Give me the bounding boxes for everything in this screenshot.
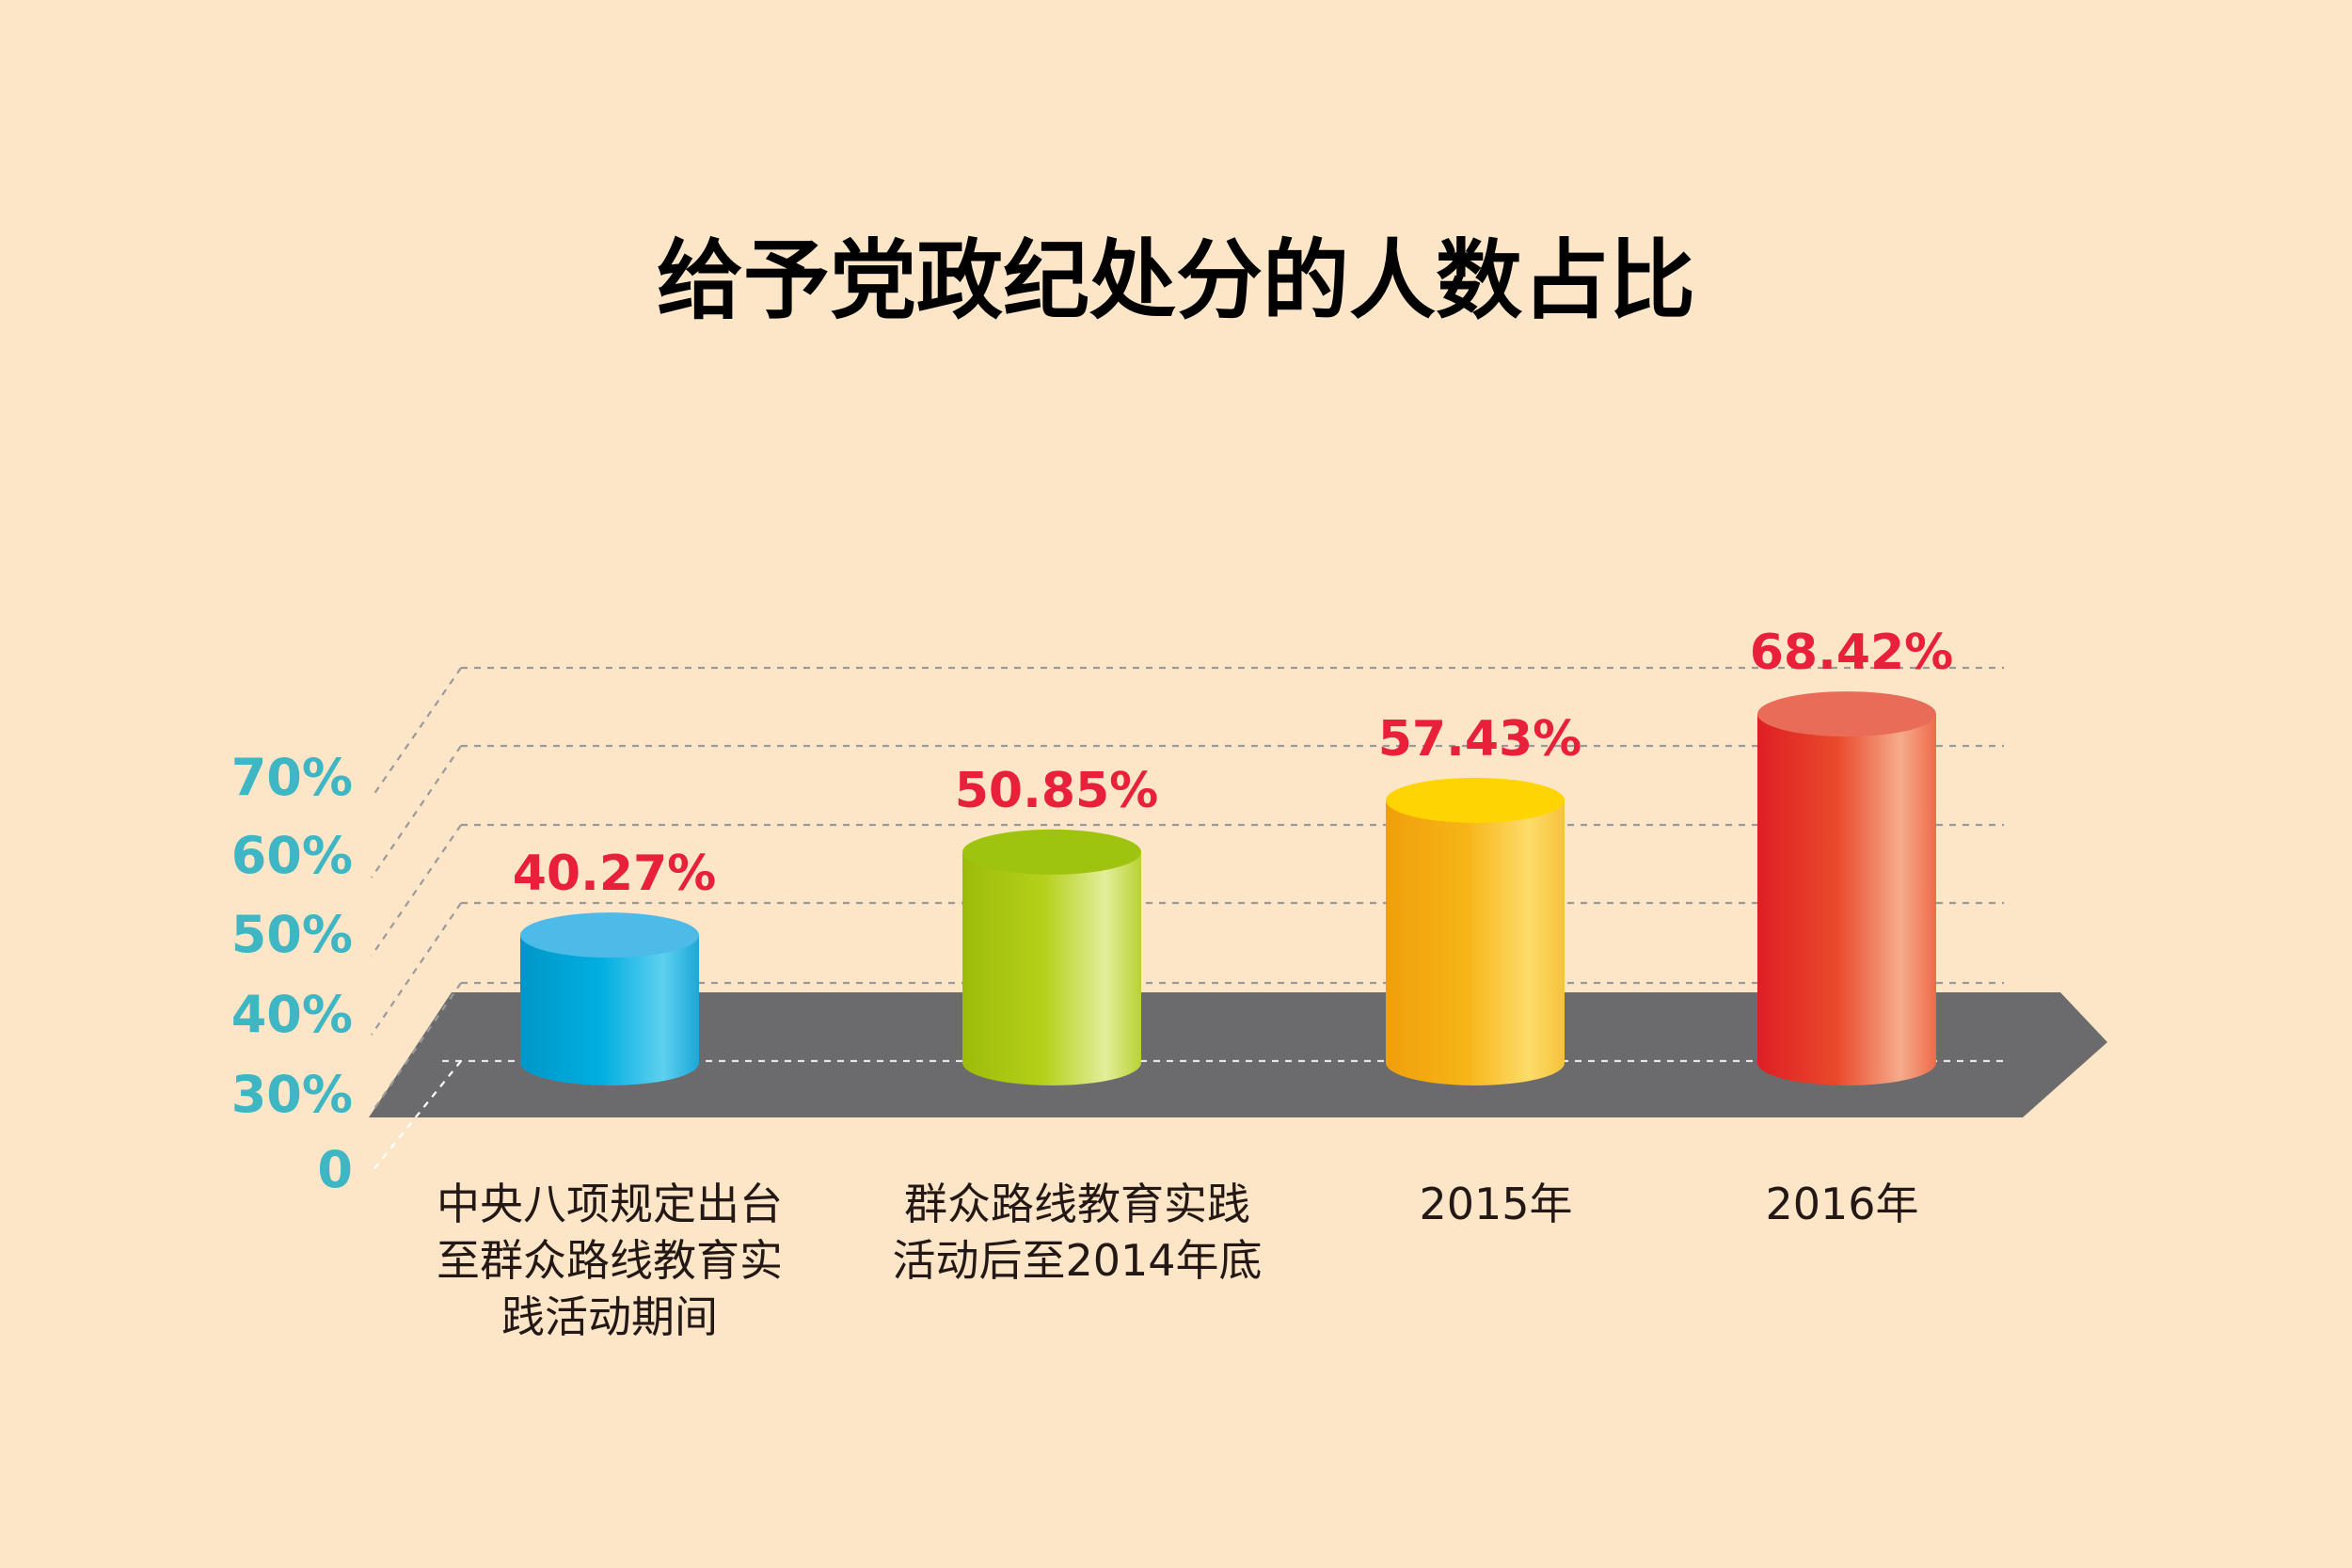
gridline-diagonal: [371, 667, 462, 799]
platform-base: [369, 992, 2107, 1117]
bar-top: [1757, 691, 1936, 737]
bar-top: [962, 829, 1141, 875]
y-tick-label: 0: [317, 1140, 353, 1199]
bar-body: [1386, 800, 1565, 1085]
gridline-diagonal: [371, 902, 462, 1036]
y-tick-label: 30%: [231, 1065, 353, 1124]
bar: [520, 912, 699, 1085]
gridline-diagonal: [371, 824, 462, 957]
category-label: 2015年: [1419, 1179, 1573, 1229]
category-label: 2016年: [1765, 1179, 1919, 1229]
bar-body: [520, 935, 699, 1085]
platform-layer: [369, 992, 2107, 1117]
y-tick-label: 60%: [231, 826, 353, 885]
value-label: 57.43%: [1378, 711, 1582, 768]
category-label: 群众路线教育实践 活动后至2014年底: [892, 1179, 1263, 1286]
bar: [1757, 691, 1936, 1085]
bar-top: [1386, 777, 1565, 823]
value-labels: 40.27% 50.85% 57.43% 68.42%: [513, 625, 1954, 902]
bar: [1386, 777, 1565, 1085]
gridline-diagonal: [371, 745, 462, 879]
value-label: 50.85%: [955, 763, 1159, 819]
grid-layer: [371, 666, 2004, 1173]
category-label: 中央八项规定出台 至群众路线教育实 践活动期间: [437, 1179, 783, 1342]
y-tick-label: 70%: [231, 748, 353, 807]
value-label: 68.42%: [1750, 625, 1954, 681]
bar-top: [520, 912, 699, 958]
bar: [962, 829, 1141, 1085]
chart-title: 给予党政纪处分的人数占比: [657, 230, 1695, 331]
value-label: 40.27%: [513, 846, 717, 902]
y-axis: 0 30% 40% 50% 60% 70%: [231, 748, 353, 1199]
bar-body: [1757, 714, 1936, 1085]
bars-layer: [520, 691, 1936, 1085]
y-tick-label: 40%: [231, 985, 353, 1044]
y-tick-label: 50%: [231, 905, 353, 964]
gridline-diagonal: [371, 1060, 462, 1173]
bar-body: [962, 851, 1141, 1085]
